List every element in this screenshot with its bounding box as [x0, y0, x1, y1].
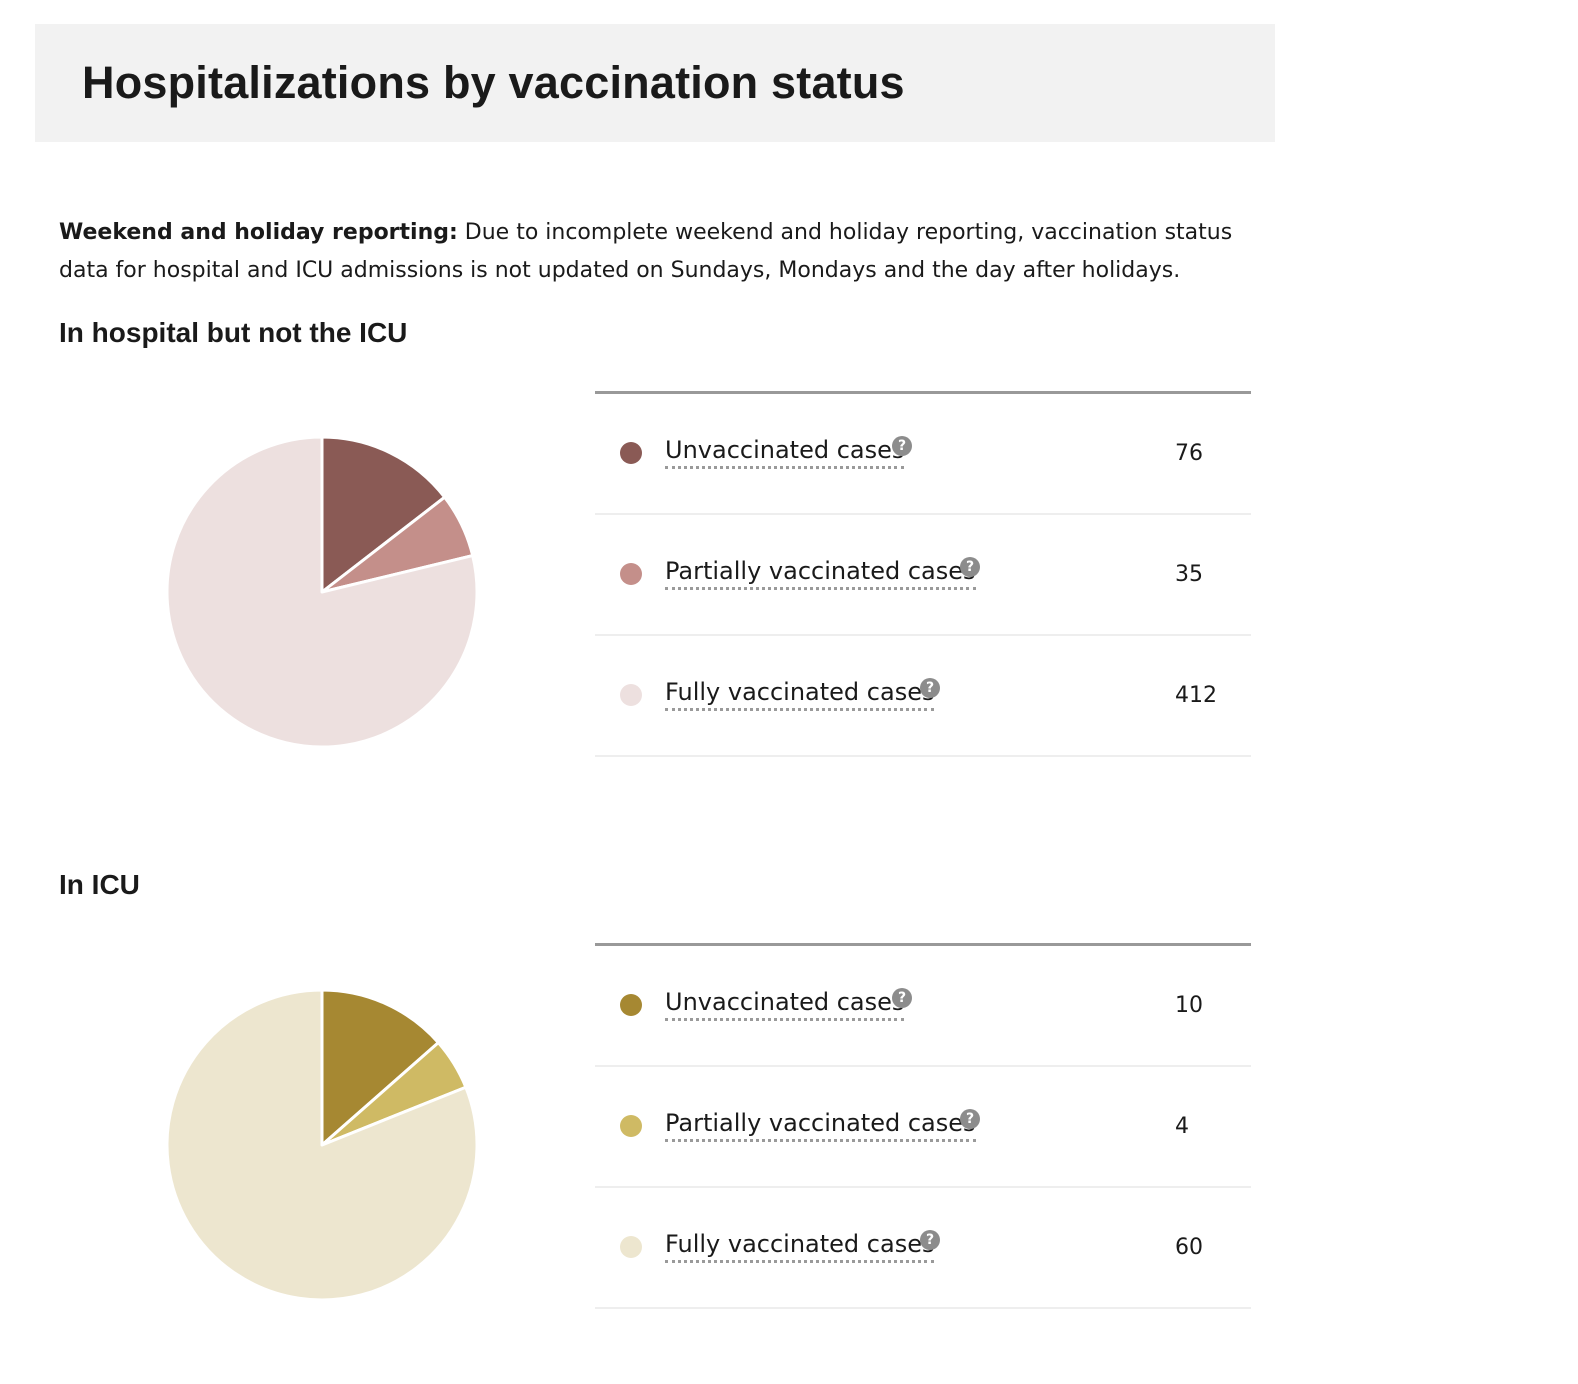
- partially-vaccinated-value: 4: [1175, 1114, 1189, 1139]
- header-bar: Hospitalizations by vaccination status: [35, 24, 1275, 142]
- unvaccinated-label[interactable]: Unvaccinated cases: [665, 434, 905, 469]
- pie-chart-hospital: [165, 435, 479, 749]
- help-icon[interactable]: ?: [892, 436, 912, 456]
- partially-vaccinated-label[interactable]: Partially vaccinated cases: [665, 555, 976, 590]
- legend-row-partially-vaccinated: Partially vaccinated cases ? 35: [595, 515, 1251, 636]
- legend-row-unvaccinated: Unvaccinated cases ? 10: [595, 946, 1251, 1067]
- help-icon[interactable]: ?: [960, 557, 980, 577]
- pie-slice-unvaccinated[interactable]: [320, 988, 440, 1147]
- partially-vaccinated-value: 35: [1175, 562, 1203, 587]
- reporting-note: Weekend and holiday reporting: Due to in…: [59, 214, 1259, 290]
- fully-vaccinated-value: 60: [1175, 1235, 1203, 1260]
- fully-vaccinated-label[interactable]: Fully vaccinated cases: [665, 1228, 935, 1263]
- reporting-note-label: Weekend and holiday reporting:: [59, 220, 458, 245]
- legend-table-hospital: Unvaccinated cases ? 76 Partially vaccin…: [595, 391, 1251, 757]
- unvaccinated-swatch: [620, 442, 642, 464]
- help-icon[interactable]: ?: [960, 1109, 980, 1129]
- legend-row-fully-vaccinated: Fully vaccinated cases ? 60: [595, 1188, 1251, 1309]
- help-icon[interactable]: ?: [892, 988, 912, 1008]
- pie-slice-fully-vaccinated[interactable]: [165, 988, 479, 1302]
- legend-row-fully-vaccinated: Fully vaccinated cases ? 412: [595, 636, 1251, 757]
- fully-vaccinated-label[interactable]: Fully vaccinated cases: [665, 676, 935, 711]
- partially-vaccinated-label[interactable]: Partially vaccinated cases: [665, 1107, 976, 1142]
- legend-row-unvaccinated: Unvaccinated cases ? 76: [595, 394, 1251, 515]
- pie-chart-icu: [165, 988, 479, 1302]
- fully-vaccinated-value: 412: [1175, 683, 1217, 708]
- unvaccinated-label[interactable]: Unvaccinated cases: [665, 986, 905, 1021]
- fully-vaccinated-swatch: [620, 684, 642, 706]
- legend-row-partially-vaccinated: Partially vaccinated cases ? 4: [595, 1067, 1251, 1188]
- page-title: Hospitalizations by vaccination status: [82, 57, 905, 108]
- legend-table-icu: Unvaccinated cases ? 10 Partially vaccin…: [595, 943, 1251, 1309]
- partially-vaccinated-swatch: [620, 563, 642, 585]
- unvaccinated-swatch: [620, 994, 642, 1016]
- pie-slice-fully-vaccinated[interactable]: [165, 435, 479, 749]
- help-icon[interactable]: ?: [920, 678, 940, 698]
- unvaccinated-value: 10: [1175, 993, 1203, 1018]
- section-title-icu: In ICU: [59, 869, 140, 900]
- pie-slice-unvaccinated[interactable]: [320, 435, 447, 594]
- reporting-note-text: Due to incomplete weekend and holiday re…: [59, 220, 1233, 283]
- help-icon[interactable]: ?: [920, 1230, 940, 1250]
- unvaccinated-value: 76: [1175, 441, 1203, 466]
- section-title-hospital: In hospital but not the ICU: [59, 317, 408, 348]
- partially-vaccinated-swatch: [620, 1115, 642, 1137]
- fully-vaccinated-swatch: [620, 1236, 642, 1258]
